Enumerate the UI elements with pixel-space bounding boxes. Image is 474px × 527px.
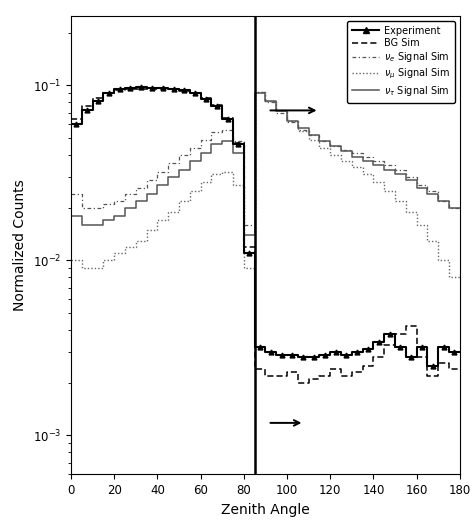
$\nu_\mu$ Signal Sim: [68, 257, 74, 264]
$\nu_e$ Signal Sim: [338, 147, 344, 153]
$\nu_e$ Signal Sim: [457, 204, 463, 211]
$\nu_\tau$ Signal Sim: [241, 232, 246, 238]
Experiment: [435, 363, 441, 369]
BG Sim: [209, 95, 214, 101]
$\nu_e$ Signal Sim: [122, 191, 128, 197]
$\nu_\mu$ Signal Sim: [338, 152, 344, 158]
Experiment: [133, 84, 139, 90]
$\nu_\tau$ Signal Sim: [457, 204, 463, 211]
$\nu_\mu$ Signal Sim: [317, 145, 322, 151]
BG Sim: [338, 373, 344, 379]
Experiment: [425, 363, 430, 369]
$\nu_e$ Signal Sim: [435, 188, 441, 194]
Line: Experiment: Experiment: [71, 87, 460, 366]
$\nu_\tau$ Signal Sim: [328, 138, 333, 144]
Experiment: [457, 349, 463, 355]
BG Sim: [295, 379, 301, 386]
BG Sim: [122, 85, 128, 92]
$\nu_e$ Signal Sim: [252, 89, 257, 95]
X-axis label: Zenith Angle: Zenith Angle: [221, 503, 310, 516]
$\nu_\mu$ Signal Sim: [446, 274, 452, 280]
Line: BG Sim: BG Sim: [71, 89, 460, 383]
$\nu_\mu$ Signal Sim: [457, 274, 463, 280]
BG Sim: [133, 85, 139, 92]
Legend: Experiment, BG Sim, $\nu_e$ Signal Sim, $\nu_\mu$ Signal Sim, $\nu_\tau$ Signal : Experiment, BG Sim, $\nu_e$ Signal Sim, …: [347, 21, 455, 103]
Line: $\nu_\tau$ Signal Sim: $\nu_\tau$ Signal Sim: [71, 93, 460, 235]
$\nu_\mu$ Signal Sim: [252, 89, 257, 95]
BG Sim: [457, 366, 463, 372]
Experiment: [295, 352, 301, 358]
$\nu_\mu$ Signal Sim: [198, 179, 203, 186]
$\nu_e$ Signal Sim: [68, 191, 74, 197]
$\nu_\tau$ Signal Sim: [68, 212, 74, 219]
$\nu_\tau$ Signal Sim: [435, 191, 441, 197]
Experiment: [68, 121, 74, 128]
$\nu_\tau$ Signal Sim: [295, 125, 301, 131]
BG Sim: [328, 373, 333, 379]
Experiment: [209, 95, 214, 102]
Experiment: [122, 85, 128, 91]
Experiment: [338, 349, 344, 355]
BG Sim: [68, 116, 74, 123]
$\nu_e$ Signal Sim: [198, 136, 203, 143]
$\nu_\mu$ Signal Sim: [295, 118, 301, 124]
$\nu_e$ Signal Sim: [295, 126, 301, 133]
$\nu_\mu$ Signal Sim: [425, 237, 430, 243]
Y-axis label: Normalized Counts: Normalized Counts: [13, 179, 27, 311]
$\nu_e$ Signal Sim: [241, 221, 246, 228]
BG Sim: [295, 369, 301, 375]
$\nu_\tau$ Signal Sim: [252, 90, 257, 96]
Experiment: [317, 352, 322, 358]
$\nu_e$ Signal Sim: [328, 138, 333, 144]
Line: $\nu_\mu$ Signal Sim: $\nu_\mu$ Signal Sim: [71, 92, 460, 277]
$\nu_\tau$ Signal Sim: [122, 204, 128, 211]
Line: $\nu_e$ Signal Sim: $\nu_e$ Signal Sim: [71, 92, 460, 225]
BG Sim: [435, 373, 441, 379]
$\nu_\tau$ Signal Sim: [198, 150, 203, 157]
$\nu_\tau$ Signal Sim: [338, 148, 344, 154]
$\nu_\mu$ Signal Sim: [122, 243, 128, 250]
